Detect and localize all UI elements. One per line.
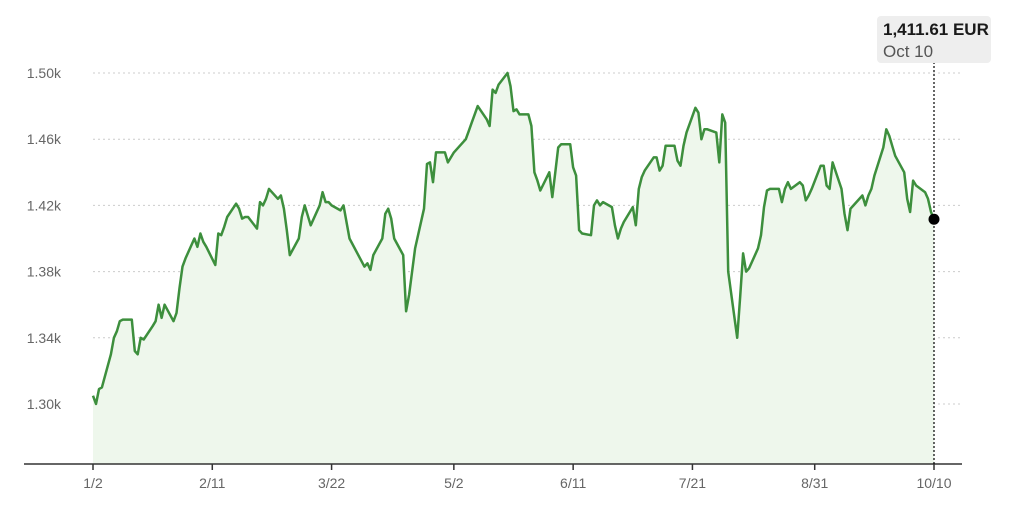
y-tick-label: 1.38k <box>27 264 62 280</box>
y-tick-label: 1.34k <box>27 330 62 346</box>
y-tick-label: 1.46k <box>27 131 62 147</box>
x-tick-label: 5/2 <box>444 475 464 491</box>
y-tick-label: 1.50k <box>27 65 62 81</box>
area-fill <box>93 73 934 464</box>
x-axis-ticks: 1/2 2/11 3/22 5/2 6/11 7/21 8/31 10/10 <box>83 464 952 491</box>
x-tick-label: 6/11 <box>560 475 586 491</box>
x-tick-label: 8/31 <box>801 475 828 491</box>
y-axis-tick-labels: 1.30k 1.34k 1.38k 1.42k 1.46k 1.50k <box>27 65 62 412</box>
tooltip-value: 1,411.61 EUR <box>883 20 989 39</box>
tooltip-background <box>877 16 991 63</box>
x-tick-label: 10/10 <box>916 475 951 491</box>
x-tick-label: 3/22 <box>318 475 345 491</box>
x-tick-label: 1/2 <box>83 475 103 491</box>
y-tick-label: 1.30k <box>27 396 62 412</box>
tooltip-date: Oct 10 <box>883 42 933 61</box>
current-point-marker[interactable] <box>928 213 940 225</box>
x-tick-label: 7/21 <box>679 475 706 491</box>
tooltip: 1,411.61 EUR Oct 10 <box>877 16 991 63</box>
price-line <box>91 71 936 406</box>
x-tick-label: 2/11 <box>199 475 225 491</box>
y-tick-label: 1.42k <box>27 197 62 213</box>
